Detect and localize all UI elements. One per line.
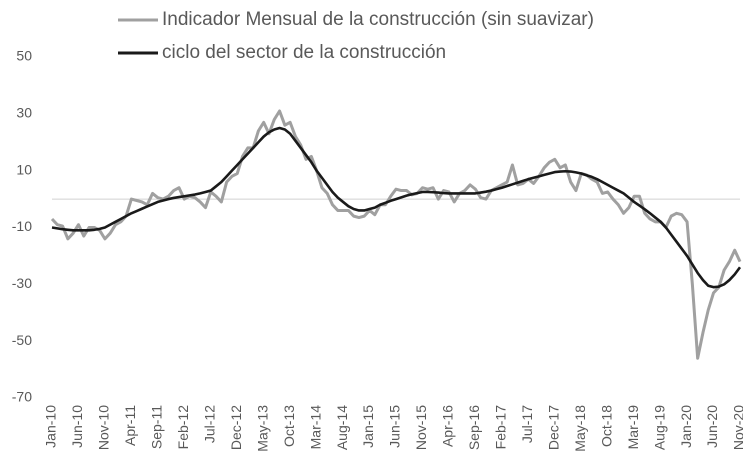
legend-label: ciclo del sector de la construcción bbox=[162, 42, 446, 63]
y-tick-label: -10 bbox=[12, 218, 32, 234]
x-tick-label: Sep-16 bbox=[466, 405, 482, 450]
x-tick-label: Jun-15 bbox=[387, 405, 403, 448]
x-tick-label: Nov-20 bbox=[731, 405, 743, 450]
x-tick-label: Mar-14 bbox=[307, 405, 323, 450]
x-tick-label: May-13 bbox=[254, 405, 270, 452]
x-tick-label: Jul-12 bbox=[201, 405, 217, 443]
x-tick-label: Apr-16 bbox=[440, 405, 456, 447]
x-tick-label: May-18 bbox=[572, 405, 588, 452]
x-tick-label: Apr-11 bbox=[122, 405, 138, 446]
y-tick-label: -50 bbox=[12, 332, 32, 348]
x-tick-label: Dec-12 bbox=[228, 405, 244, 450]
y-tick-label: 30 bbox=[16, 105, 32, 121]
x-tick-label: Feb-12 bbox=[175, 405, 191, 450]
x-tick-label: Aug-19 bbox=[651, 405, 667, 450]
x-tick-label: Mar-19 bbox=[625, 405, 641, 450]
x-tick-label: Jan-10 bbox=[43, 405, 59, 448]
y-tick-label: -30 bbox=[12, 275, 32, 291]
x-tick-label: Jan-20 bbox=[678, 405, 694, 448]
y-tick-label: -70 bbox=[12, 389, 32, 405]
x-tick-label: Oct-18 bbox=[598, 405, 614, 447]
x-tick-label: Jul-17 bbox=[519, 405, 535, 443]
x-tick-label: Jan-15 bbox=[360, 405, 376, 448]
x-tick-label: Nov-15 bbox=[413, 405, 429, 450]
x-tick-label: Sep-11 bbox=[149, 405, 165, 449]
x-tick-label: Feb-17 bbox=[493, 405, 509, 450]
y-tick-label: 50 bbox=[16, 48, 32, 64]
series-line bbox=[51, 126, 742, 289]
x-tick-label: Jun-10 bbox=[69, 405, 85, 448]
x-tick-label: Aug-14 bbox=[334, 405, 350, 450]
series-line bbox=[50, 109, 742, 360]
x-tick-label: Jun-20 bbox=[704, 405, 720, 448]
y-tick-label: 10 bbox=[16, 161, 32, 177]
x-tick-label: Nov-10 bbox=[96, 405, 112, 450]
x-tick-label: Oct-13 bbox=[281, 405, 297, 447]
legend-label: Indicador Mensual de la construcción (si… bbox=[162, 9, 594, 30]
x-tick-label: Dec-17 bbox=[545, 405, 561, 450]
